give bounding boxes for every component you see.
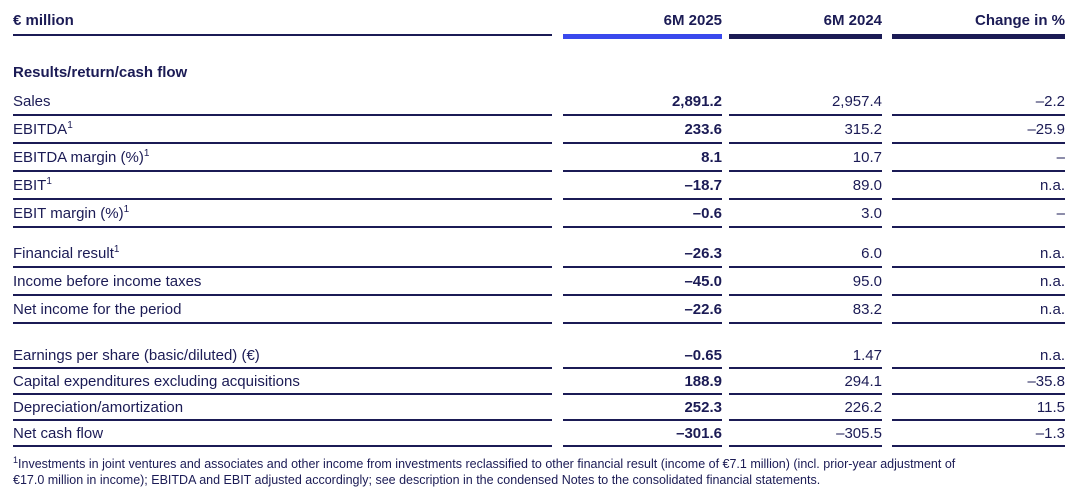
table-row-depreciation: Depreciation/amortization 252.3 226.2 11… bbox=[13, 395, 1067, 421]
value-6m2025: –301.6 bbox=[563, 421, 722, 447]
table-row-sales: Sales 2,891.2 2,957.4 –2.2 bbox=[13, 88, 1067, 116]
row-label: Depreciation/amortization bbox=[13, 395, 552, 421]
value-6m2024: 315.2 bbox=[729, 116, 882, 144]
value-6m2025: –22.6 bbox=[563, 296, 722, 324]
value-6m2025: 8.1 bbox=[563, 144, 722, 172]
value-6m2025: 2,891.2 bbox=[563, 88, 722, 116]
value-change: –25.9 bbox=[892, 116, 1065, 144]
column-header-change: Change in % bbox=[974, 12, 1065, 29]
value-change: n.a. bbox=[892, 296, 1065, 324]
value-6m2025: 252.3 bbox=[563, 395, 722, 421]
value-6m2024: 6.0 bbox=[729, 240, 882, 268]
value-6m2025: –0.6 bbox=[563, 200, 722, 228]
row-label: Capital expenditures excluding acquisiti… bbox=[13, 369, 552, 395]
value-change: – bbox=[892, 144, 1065, 172]
row-label: EBIT margin (%)1 bbox=[13, 200, 552, 228]
value-6m2024: 2,957.4 bbox=[729, 88, 882, 116]
header-rules bbox=[13, 34, 1067, 40]
table-row-ebit: EBIT1 –18.7 89.0 n.a. bbox=[13, 172, 1067, 200]
value-6m2024: 294.1 bbox=[729, 369, 882, 395]
unit-label: € million bbox=[13, 12, 74, 29]
value-change: 11.5 bbox=[892, 395, 1065, 421]
accent-bar-6m2025 bbox=[563, 34, 722, 39]
row-label: EBITDA margin (%)1 bbox=[13, 144, 552, 172]
row-label: Sales bbox=[13, 88, 552, 116]
row-label: Income before income taxes bbox=[13, 268, 552, 296]
label-column-rule bbox=[13, 34, 552, 36]
table-row-ebitda: EBITDA1 233.6 315.2 –25.9 bbox=[13, 116, 1067, 144]
value-6m2024: –305.5 bbox=[729, 421, 882, 447]
value-6m2025: –0.65 bbox=[563, 343, 722, 369]
value-6m2025: –26.3 bbox=[563, 240, 722, 268]
value-change: –35.8 bbox=[892, 369, 1065, 395]
value-change: –2.2 bbox=[892, 88, 1065, 116]
row-label: Net income for the period bbox=[13, 296, 552, 324]
value-6m2024: 226.2 bbox=[729, 395, 882, 421]
table-row-eps: Earnings per share (basic/diluted) (€) –… bbox=[13, 343, 1067, 369]
table-row-income-before-taxes: Income before income taxes –45.0 95.0 n.… bbox=[13, 268, 1067, 296]
row-label: Net cash flow bbox=[13, 421, 552, 447]
column-header-6m2025: 6M 2025 bbox=[663, 12, 722, 29]
value-6m2024: 95.0 bbox=[729, 268, 882, 296]
table-row-net-income: Net income for the period –22.6 83.2 n.a… bbox=[13, 296, 1067, 324]
value-change: –1.3 bbox=[892, 421, 1065, 447]
bar-6m2024 bbox=[729, 34, 882, 39]
table-header: € million 6M 2025 6M 2024 Change in % bbox=[13, 12, 1067, 34]
section-title: Results/return/cash flow bbox=[13, 64, 188, 81]
value-change: n.a. bbox=[892, 240, 1065, 268]
row-label: Financial result1 bbox=[13, 240, 552, 268]
table-row-financial-result: Financial result1 –26.3 6.0 n.a. bbox=[13, 240, 1067, 268]
column-header-6m2024: 6M 2024 bbox=[823, 12, 882, 29]
bar-change bbox=[892, 34, 1065, 39]
value-6m2024: 10.7 bbox=[729, 144, 882, 172]
table-row-ebit-margin: EBIT margin (%)1 –0.6 3.0 – bbox=[13, 200, 1067, 228]
value-6m2024: 83.2 bbox=[729, 296, 882, 324]
value-change: – bbox=[892, 200, 1065, 228]
value-6m2024: 1.47 bbox=[729, 343, 882, 369]
value-6m2025: –45.0 bbox=[563, 268, 722, 296]
table-row-capex: Capital expenditures excluding acquisiti… bbox=[13, 369, 1067, 395]
row-label: Earnings per share (basic/diluted) (€) bbox=[13, 343, 552, 369]
value-6m2025: –18.7 bbox=[563, 172, 722, 200]
value-6m2024: 89.0 bbox=[729, 172, 882, 200]
value-change: n.a. bbox=[892, 343, 1065, 369]
footnote-marker: 1 bbox=[13, 454, 19, 465]
row-label: EBITDA1 bbox=[13, 116, 552, 144]
footnote-line-2: €17.0 million in income); EBITDA and EBI… bbox=[13, 473, 821, 487]
row-group-results: Sales 2,891.2 2,957.4 –2.2 EBITDA1 233.6… bbox=[13, 88, 1067, 228]
row-group-cashflow: Earnings per share (basic/diluted) (€) –… bbox=[13, 343, 1067, 447]
footnote: 1Investments in joint ventures and assoc… bbox=[13, 454, 1067, 488]
footnote-line-1: 1Investments in joint ventures and assoc… bbox=[13, 454, 956, 471]
value-change: n.a. bbox=[892, 172, 1065, 200]
row-group-income: Financial result1 –26.3 6.0 n.a. Income … bbox=[13, 240, 1067, 324]
table-row-ebitda-margin: EBITDA margin (%)1 8.1 10.7 – bbox=[13, 144, 1067, 172]
value-6m2025: 233.6 bbox=[563, 116, 722, 144]
row-label: EBIT1 bbox=[13, 172, 552, 200]
value-6m2024: 3.0 bbox=[729, 200, 882, 228]
value-6m2025: 188.9 bbox=[563, 369, 722, 395]
value-change: n.a. bbox=[892, 268, 1065, 296]
table-row-net-cash-flow: Net cash flow –301.6 –305.5 –1.3 bbox=[13, 421, 1067, 447]
